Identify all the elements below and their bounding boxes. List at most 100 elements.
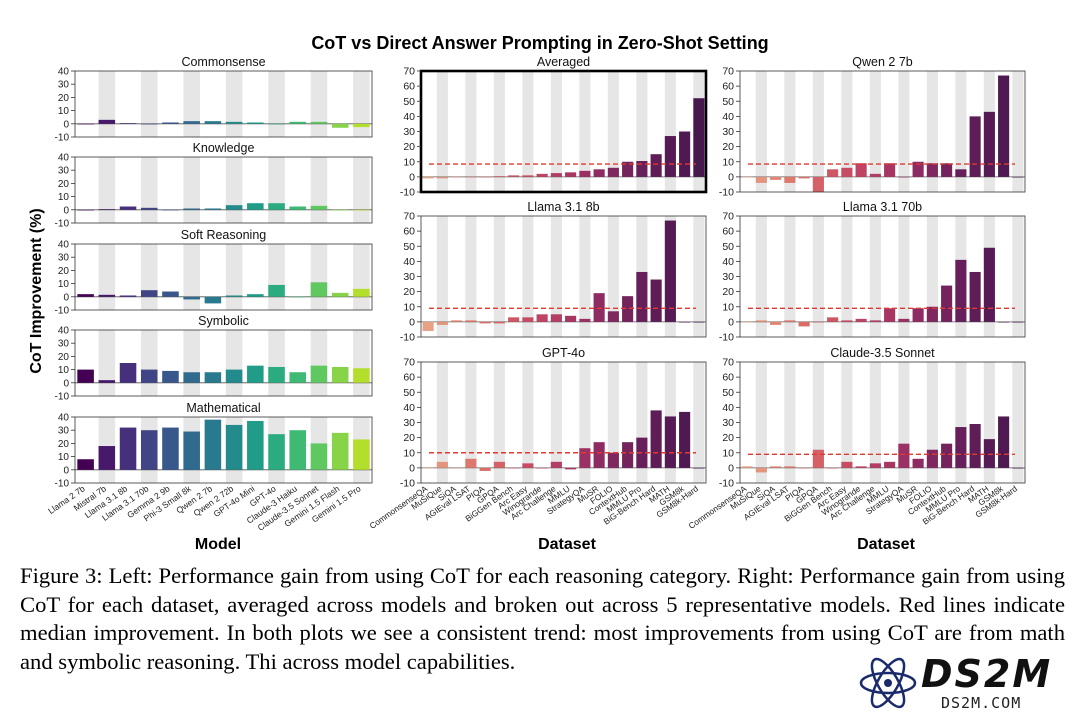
panel-title: Knowledge [193,141,255,155]
grid-band [926,216,938,337]
y-tick-label: 70 [403,357,415,369]
bar [664,220,676,322]
bar [926,306,938,322]
grid-band [926,362,938,483]
y-tick-label: -10 [55,306,70,317]
panel-title: Llama 3.1 8b [527,200,599,214]
y-tick-label: 0 [63,465,69,476]
bar [508,317,520,322]
grid-band [140,330,158,396]
bar [289,206,307,210]
bar [755,467,767,473]
bar [162,370,179,383]
bar [983,247,995,322]
y-tick-label: 70 [403,66,415,78]
bar [841,461,853,468]
grid-band [579,71,591,192]
bar [204,296,222,304]
y-tick-label: 30 [58,426,70,437]
bar [926,449,938,468]
bar [693,321,705,323]
grid-band [225,157,243,223]
bar [550,314,562,322]
bar [998,321,1010,323]
bar [140,369,158,383]
bar [204,372,222,383]
grid-band [465,362,477,483]
y-tick-label: -10 [55,219,70,230]
bar [869,320,881,322]
grid-band [664,71,676,192]
grid-band [693,216,705,337]
grid-band [841,216,853,337]
grid-band [926,71,938,192]
bar [331,366,349,383]
bar [1012,176,1024,178]
bar [268,123,285,125]
bar [493,461,505,468]
bar [941,163,953,177]
bar [955,259,967,322]
bar [579,170,591,177]
bar [955,427,967,468]
y-tick-label: -10 [55,479,70,490]
bar [422,321,434,331]
grid-band [353,244,370,310]
grid-band [98,244,116,310]
bar [140,123,158,125]
bar [741,176,753,178]
bar [983,111,995,177]
bar [204,419,222,470]
grid-band [1012,71,1024,192]
y-tick-label: 30 [722,126,734,138]
grid-band [522,362,534,483]
bar [650,279,662,322]
y-tick-label: 50 [722,241,734,253]
bar [607,452,619,468]
bar [310,282,328,297]
y-tick-label: 0 [728,462,734,474]
bar [812,321,824,323]
bar [119,123,137,124]
grid-band [607,71,619,192]
grid-band [841,362,853,483]
grid-band [522,71,534,192]
panel-frame [739,70,1026,193]
bar [841,167,853,177]
grid-band [225,330,243,396]
bar [869,463,881,468]
panel-title: Qwen 2 7b [852,55,913,69]
bar [565,172,577,177]
figure-title: CoT vs Direct Answer Prompting in Zero-S… [311,33,768,53]
bar [508,467,520,469]
bar [493,321,505,324]
bar [912,161,924,177]
bar [353,368,370,383]
grid-band [755,362,767,483]
bar [579,318,591,322]
y-tick-label: 70 [722,211,734,223]
bar [636,271,648,322]
caption-line: across model capabilities. [282,648,516,674]
grid-band [755,71,767,192]
panel-title: Claude-3.5 Sonnet [830,346,935,360]
bar [183,208,200,210]
bar [98,119,116,124]
grid-band [784,362,796,483]
bar [798,176,810,179]
y-tick-label: 30 [58,339,70,350]
grid-band [636,362,648,483]
grid-band [225,71,243,137]
y-tick-label: 70 [722,66,734,78]
y-tick-label: 50 [403,387,415,399]
grid-band [268,71,285,137]
grid-band [812,362,824,483]
bar [869,173,881,177]
bar [98,380,116,383]
panel-frame [739,361,1026,484]
grid-band [436,216,448,337]
caption-line: improvements from using CoT are from mat… [20,620,1065,674]
bar [955,169,967,177]
bar [331,292,349,297]
panel-title: Symbolic [198,314,249,328]
